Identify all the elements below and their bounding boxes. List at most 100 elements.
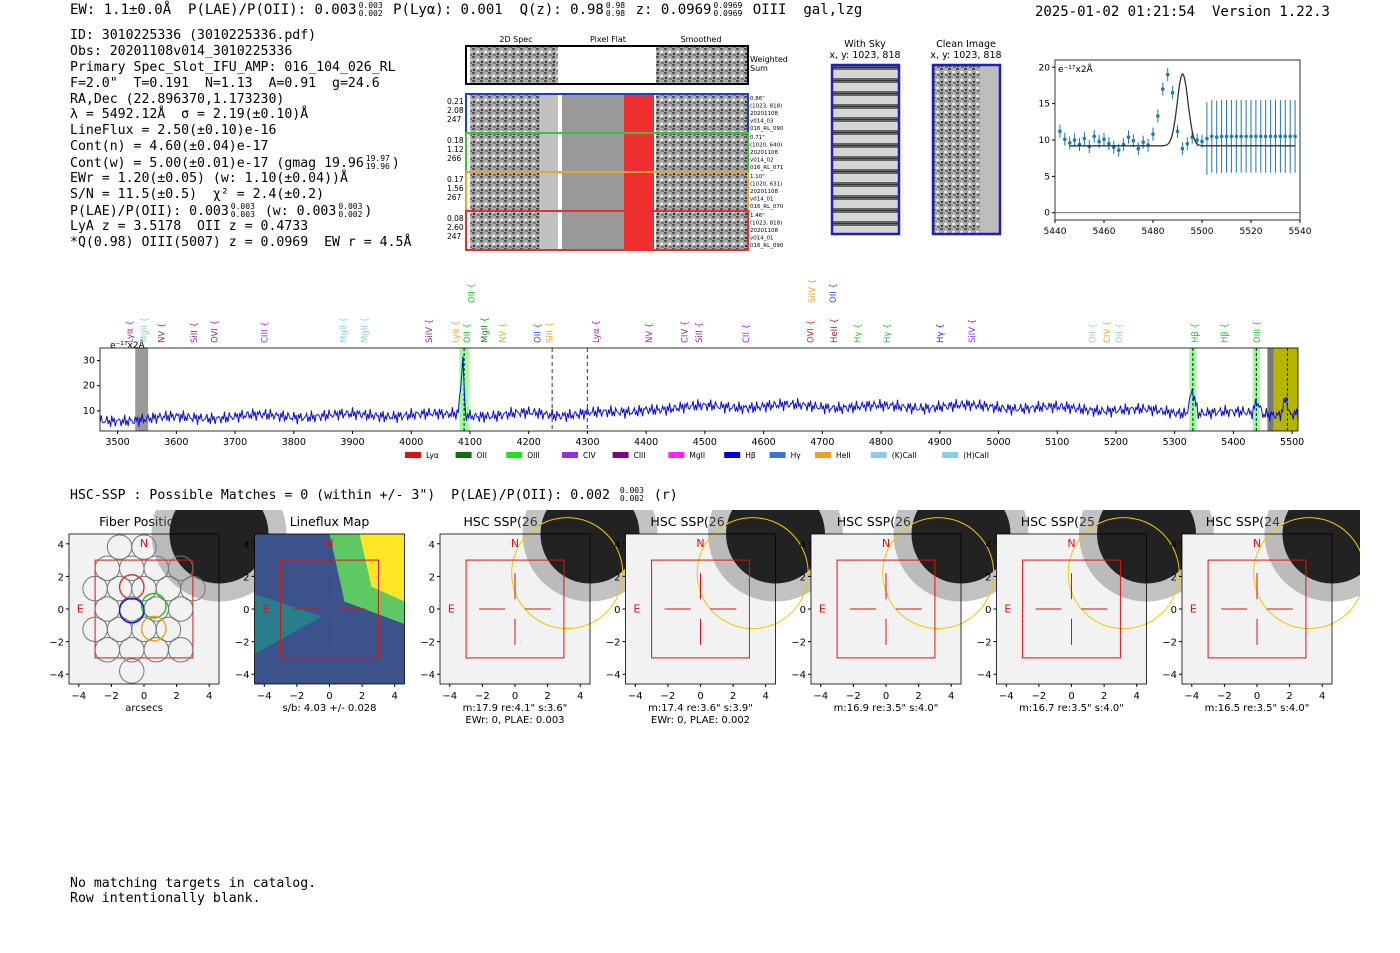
- footer-line-1: No matching targets in catalog.: [70, 876, 317, 891]
- fit-xtick-label: 5520: [1240, 227, 1263, 237]
- cutout-left-stat: 266: [447, 154, 462, 163]
- info-radec: RA,Dec (22.896370,1.173230): [70, 91, 285, 107]
- spectrum-line-label: OVI {: [211, 320, 221, 343]
- image-xtick-label: 0: [1068, 691, 1074, 702]
- spectrum-line-label: Hγ {: [883, 323, 893, 343]
- spectrum-line-label: SiII {: [545, 322, 555, 343]
- fiber-circle: [119, 658, 145, 684]
- aperture-box: [836, 559, 936, 659]
- spectrum-line-label-upper: OII {: [829, 283, 839, 303]
- image-ytick-label: −2: [977, 638, 992, 649]
- aperture-box: [465, 559, 565, 659]
- legend-swatch: [405, 452, 421, 458]
- header-plae: P(LAE)/P(OII): 0.003: [188, 2, 357, 18]
- match-ellipse: [882, 517, 995, 630]
- weighted-sum-label: Weighted: [750, 55, 788, 64]
- spectrum-line-label: Hγ {: [854, 323, 864, 343]
- image-xtick-label: −4: [999, 691, 1014, 702]
- fit-ytick-label: 15: [1039, 100, 1050, 110]
- match-ellipse: [696, 517, 809, 630]
- image-caption: m:16.5 re:3.5" s:4.0": [1205, 703, 1310, 714]
- image-ytick-label: −2: [606, 638, 621, 649]
- cutout-left-stat: 0.17: [447, 175, 464, 184]
- spectrum-xtick-label: 4900: [928, 437, 952, 448]
- image-ytick-label: −2: [235, 638, 250, 649]
- legend-label: HeII: [836, 451, 851, 460]
- legend-swatch: [724, 452, 741, 458]
- line-fit-chart: 5440 5460 5480 5500 5520 5540 0 5 10 15 20 e⁻¹⁷x2Å: [1039, 59, 1312, 237]
- cutout-right-meta: 016_RL_071: [750, 165, 783, 171]
- spectrum-xtick-label: 3800: [282, 437, 306, 448]
- legend-swatch: [455, 452, 472, 458]
- image-xtick-label: 4: [577, 691, 583, 702]
- aperture-box: [280, 559, 379, 659]
- image-xtick-label: 0: [883, 691, 889, 702]
- spectrum-line-label: OII {: [1088, 323, 1098, 343]
- fit-data-point: [1259, 134, 1263, 139]
- cutout-right-meta: (1020, 640): [750, 143, 782, 149]
- spectrum-line-label: Hβ {: [1191, 323, 1201, 343]
- image-panel-title: HSC SSP(26.8) g: [464, 514, 567, 529]
- with-sky-title: With Sky: [844, 39, 886, 50]
- info-lineflux: LineFlux = 2.50(±0.10)e-16: [70, 123, 277, 139]
- fit-data-point: [1082, 136, 1087, 141]
- image-ytick-label: 2: [985, 572, 991, 583]
- fit-data-point: [1263, 134, 1268, 139]
- image-ytick-label: 2: [429, 572, 435, 583]
- info-contw: Cont(w) = 5.00(±0.01)e-17 (gmag 19.96 19.…: [70, 154, 400, 172]
- image-xtick-label: 4: [1134, 691, 1140, 702]
- fit-data-point: [1141, 140, 1145, 144]
- clean-image-coords: x, y: 1023, 818: [930, 50, 1001, 61]
- image-ytick-label: 4: [243, 540, 249, 551]
- image-ytick-label: −4: [235, 670, 250, 681]
- legend-label: OIII: [527, 451, 540, 460]
- masked-region: [135, 348, 149, 431]
- image-ytick-label: −4: [1162, 670, 1177, 681]
- image-xtick-label: 2: [915, 691, 921, 702]
- cutout-left-stat: 247: [447, 115, 462, 124]
- image-ytick-label: 4: [614, 540, 620, 551]
- image-xtick-label: 4: [948, 691, 954, 702]
- spectrum-xtick-label: 5000: [986, 437, 1010, 448]
- header-class: OIII gal,lzg: [752, 2, 863, 18]
- spectrum-xtick-label: 3900: [340, 437, 364, 448]
- cutout-col-title-2dspec: 2D Spec: [499, 35, 532, 44]
- spectrum-ytick-label: 30: [83, 356, 95, 367]
- cutout-2dspec-edge: [540, 94, 558, 133]
- image-panel-title: HSC SSP(24.7) y: [1206, 514, 1309, 529]
- spectrum-xtick-label: 5200: [1104, 437, 1128, 448]
- fit-data-point: [1072, 138, 1077, 142]
- aperture-box: [1022, 559, 1121, 659]
- compass-east: E: [633, 602, 640, 615]
- weighted-sum-row: Weighted Sum: [465, 45, 788, 85]
- spectrum-xtick-label: 4100: [458, 437, 482, 448]
- fit-data-point: [1278, 134, 1283, 139]
- legend-swatch: [562, 452, 578, 458]
- legend-label: OII: [477, 451, 487, 460]
- fiber-circle: [131, 534, 157, 560]
- fit-data-point: [1067, 141, 1072, 145]
- image-ytick-label: −4: [606, 670, 621, 681]
- image-ytick-label: 0: [985, 605, 991, 616]
- image-ytick-label: 0: [614, 605, 620, 616]
- image-xtick-label: 4: [206, 691, 212, 702]
- spectrum-line-label: NV {: [498, 323, 508, 343]
- fit-data-point: [1131, 138, 1136, 143]
- fit-model-curve: [1069, 72, 1296, 147]
- image-ytick-label: −2: [420, 638, 435, 649]
- image-xtick-label: 0: [326, 691, 332, 702]
- legend-swatch: [815, 452, 831, 458]
- fit-data-point: [1214, 135, 1219, 139]
- image-xtick-label: 4: [1319, 691, 1325, 702]
- cutout-left-stat: 2.08: [447, 106, 464, 115]
- spectrum-line-label: NV {: [645, 323, 655, 343]
- with-sky-coords: x, y: 1023, 818: [829, 50, 900, 61]
- info-sn: S/N = 11.5(±0.5) χ² = 2.4(±0.2): [70, 186, 325, 202]
- header-version: Version 1.22.3: [1211, 4, 1330, 20]
- cutout-right-meta: 016_RL_090: [750, 243, 784, 249]
